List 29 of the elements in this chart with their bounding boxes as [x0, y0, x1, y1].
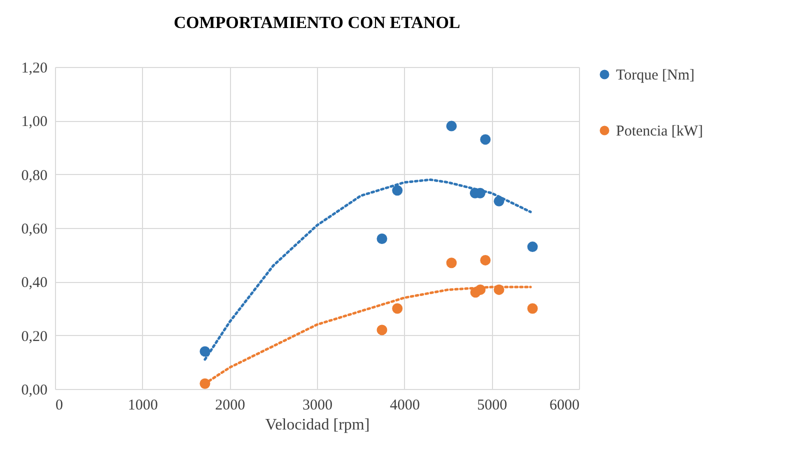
point: [376, 234, 388, 244]
point: [376, 324, 388, 336]
x-tick-label: 3000: [302, 398, 332, 414]
x-tick-label: 4000: [390, 398, 420, 414]
point: [446, 120, 457, 132]
x-tick-label: 5000: [477, 398, 508, 414]
chart-title: COMPORTAMIENTO CON ETANOL: [174, 13, 460, 32]
point: [392, 303, 403, 314]
point: [480, 134, 491, 145]
line-series: [204, 178, 532, 361]
y-tick-label: 0,60: [21, 222, 48, 238]
point: [527, 242, 538, 252]
legend-label: Torque [Nm]: [616, 68, 695, 84]
x-axis-title: Velocidad [rpm]: [265, 416, 370, 434]
y-tick-label: 0,00: [21, 382, 48, 398]
legend-label: Potencia [kW]: [616, 124, 704, 140]
y-tick-label: 0,40: [21, 275, 48, 292]
y-tick-label: 0,20: [21, 328, 48, 345]
x-tick-label: 2000: [215, 398, 246, 414]
point: [392, 185, 403, 196]
point: [446, 258, 457, 268]
point: [527, 303, 538, 314]
x-tick-label: 0: [56, 398, 63, 414]
y-tick-label: 1,00: [21, 114, 48, 130]
point: [480, 254, 491, 266]
x-tick-label: 1000: [128, 398, 158, 414]
x-tick-label: 6000: [550, 398, 580, 414]
y-tick-label: 1,20: [21, 60, 48, 76]
y-tick-label: 0,80: [21, 168, 48, 184]
